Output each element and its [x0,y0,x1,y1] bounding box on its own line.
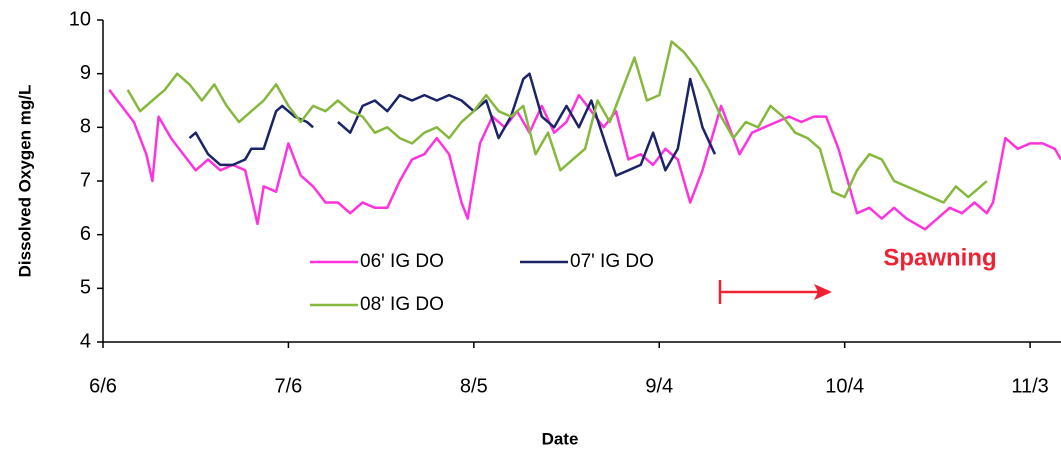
y-tick-label: 9 [80,62,91,84]
annotation: Spawning [883,244,996,271]
y-tick-label: 8 [80,116,91,138]
y-tick-label: 10 [69,8,91,30]
x-tick-label: 9/4 [645,375,673,397]
x-axis-title: Date [542,429,579,448]
legend-label: 08' IG DO [360,294,444,315]
x-tick-label: 11/3 [1011,375,1048,397]
spawning-arrow [718,280,832,304]
x-tick-label: 10/4 [825,375,864,397]
y-tick-label: 7 [80,169,91,191]
x-tick-label: 8/5 [460,375,488,397]
data-line [126,40,988,204]
y-axis-title: Dissolved Oxygen mg/L [15,85,34,278]
y-tick-label: 4 [80,330,91,352]
x-tick-label: 7/6 [275,375,303,397]
data-line [188,72,717,177]
data-line [108,89,1061,231]
y-tick-label: 6 [80,223,91,245]
y-tick-label: 5 [80,277,91,299]
legend-label: 06' IG DO [360,251,444,272]
x-tick-label: 6/6 [89,375,117,397]
legend-label: 07' IG DO [570,251,654,272]
